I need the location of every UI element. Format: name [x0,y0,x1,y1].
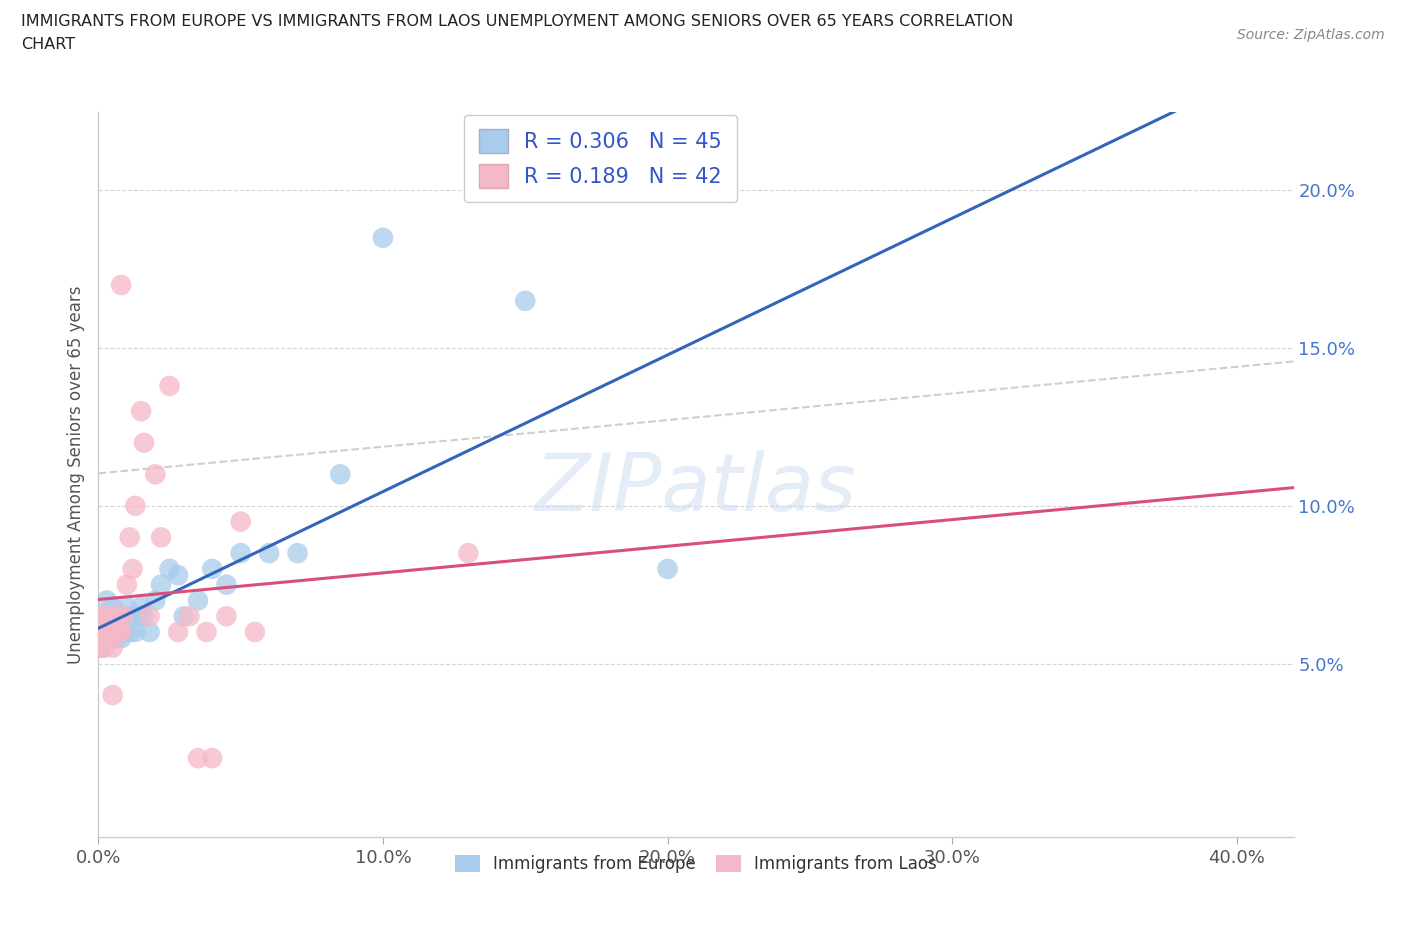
Point [124,625,146,640]
Point [93,641,115,656]
Point [187,593,209,608]
Point [371,231,394,246]
Point [90,618,112,633]
Point [110,625,132,640]
Point [90,641,112,656]
Point [104,625,127,640]
Point [132,435,155,450]
Point [93,609,115,624]
Point [104,609,127,624]
Point [98,631,121,645]
Text: ZIPatlas: ZIPatlas [534,450,858,528]
Point [110,609,132,624]
Point [96,593,118,608]
Point [229,514,252,529]
Point [96,609,118,624]
Point [287,546,309,561]
Point [107,625,129,640]
Point [112,625,135,640]
Point [121,562,143,577]
Point [98,618,121,633]
Point [257,546,280,561]
Point [90,609,112,624]
Point [201,562,224,577]
Point [107,625,129,640]
Point [101,631,124,645]
Point [98,609,121,624]
Point [118,625,141,640]
Point [179,609,201,624]
Point [138,625,160,640]
Point [121,609,143,624]
Point [112,609,135,624]
Point [159,379,181,393]
Point [657,562,679,577]
Point [115,599,138,614]
Point [143,593,166,608]
Point [173,609,195,624]
Point [110,278,132,293]
Point [115,609,138,624]
Point [101,641,124,656]
Y-axis label: Unemployment Among Seniors over 65 years: Unemployment Among Seniors over 65 years [66,286,84,663]
Point [101,618,124,633]
Point [115,578,138,592]
Point [150,530,173,545]
Point [98,625,121,640]
Point [167,625,190,640]
Point [96,625,118,640]
Point [96,609,118,624]
Point [229,546,252,561]
Point [195,625,218,640]
Point [132,609,155,624]
Point [118,530,141,545]
Point [104,631,127,645]
Point [457,546,479,561]
Point [124,498,146,513]
Point [107,609,129,624]
Point [515,293,537,308]
Point [93,609,115,624]
Point [159,562,181,577]
Point [129,599,152,614]
Point [129,404,152,418]
Point [110,631,132,645]
Text: CHART: CHART [21,37,75,52]
Point [93,625,115,640]
Point [112,609,135,624]
Point [104,609,127,624]
Point [150,578,173,592]
Point [101,599,124,614]
Point [138,609,160,624]
Point [90,641,112,656]
Point [96,631,118,645]
Text: Source: ZipAtlas.com: Source: ZipAtlas.com [1237,28,1385,42]
Legend: Immigrants from Europe, Immigrants from Laos: Immigrants from Europe, Immigrants from … [449,848,943,880]
Point [215,609,238,624]
Point [329,467,352,482]
Point [101,625,124,640]
Point [96,625,118,640]
Point [98,625,121,640]
Point [201,751,224,765]
Point [96,631,118,645]
Point [127,609,149,624]
Point [104,618,127,633]
Text: IMMIGRANTS FROM EUROPE VS IMMIGRANTS FROM LAOS UNEMPLOYMENT AMONG SENIORS OVER 6: IMMIGRANTS FROM EUROPE VS IMMIGRANTS FRO… [21,14,1014,29]
Point [243,625,266,640]
Point [143,467,166,482]
Point [101,687,124,702]
Point [215,578,238,592]
Point [107,615,129,630]
Point [187,751,209,765]
Point [167,568,190,583]
Point [93,625,115,640]
Point [90,625,112,640]
